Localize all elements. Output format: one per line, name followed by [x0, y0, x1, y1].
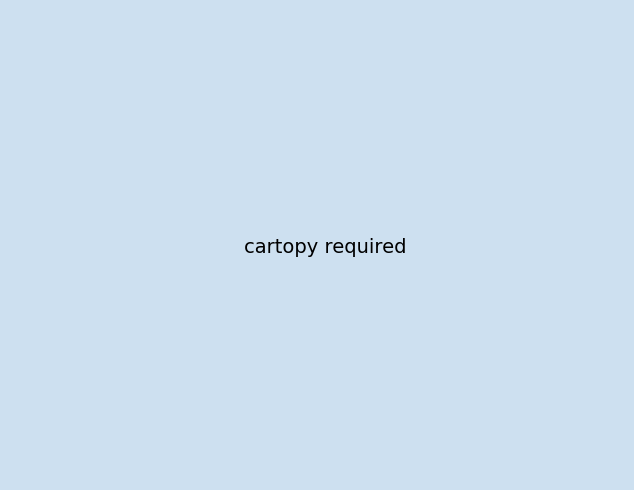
Text: cartopy required: cartopy required [243, 238, 406, 257]
